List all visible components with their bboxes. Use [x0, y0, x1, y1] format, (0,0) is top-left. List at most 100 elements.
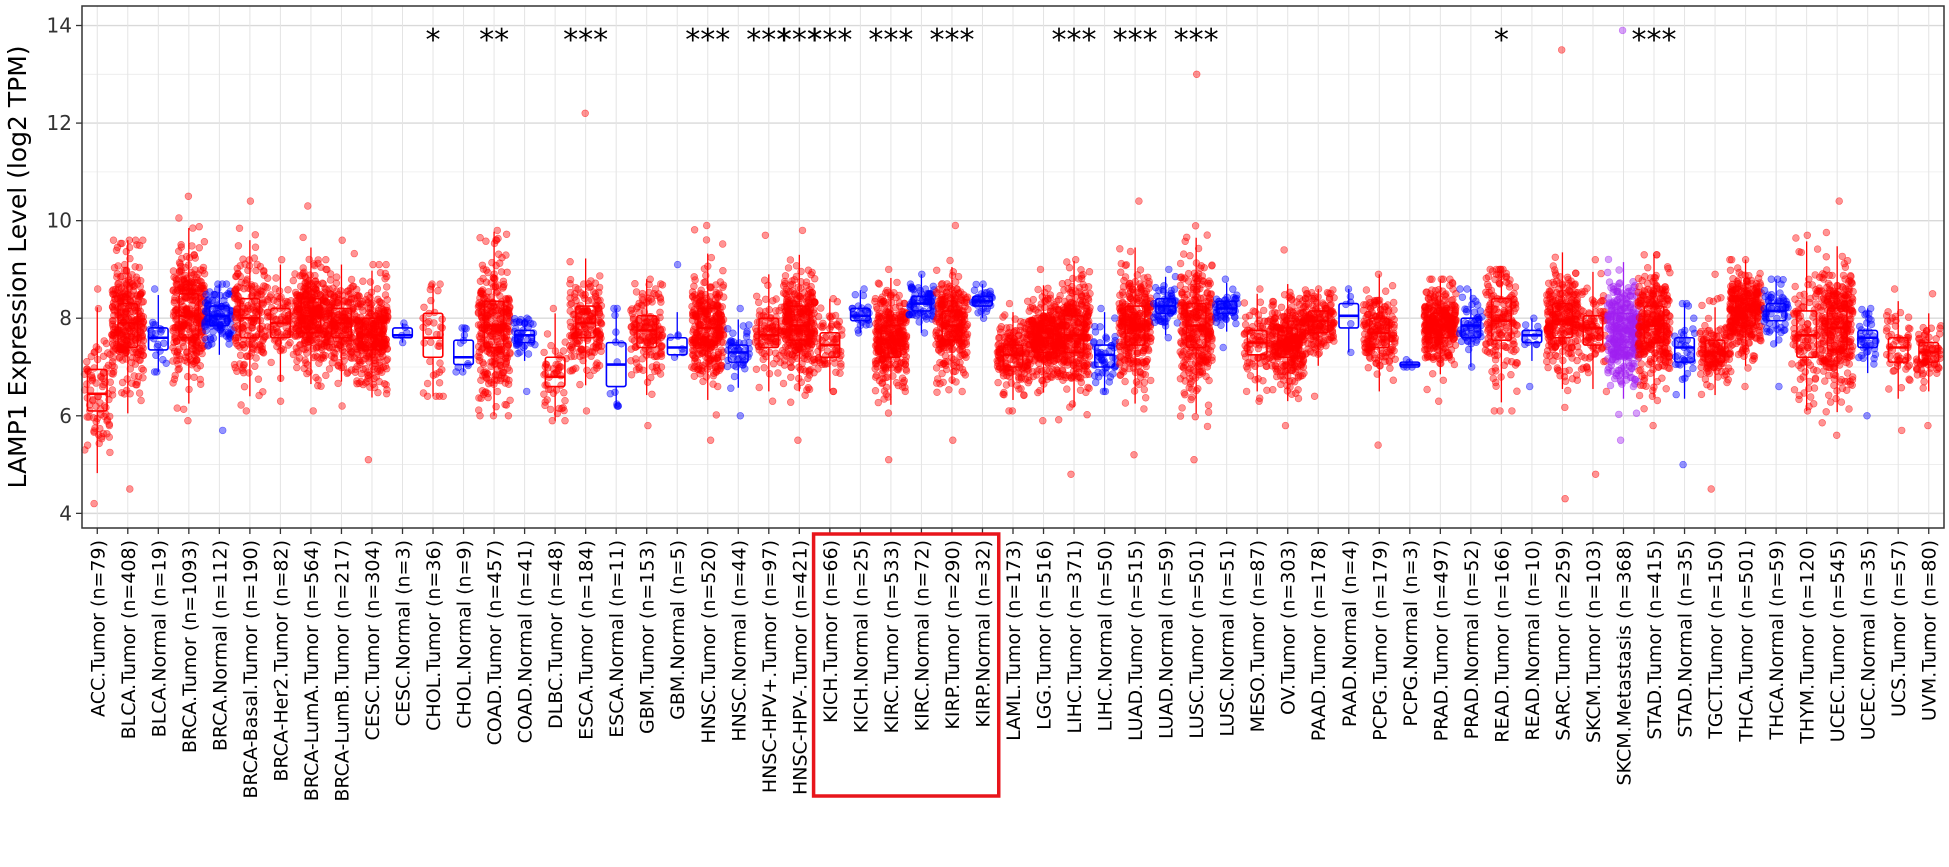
data-point [106, 378, 115, 386]
data-point [105, 421, 114, 430]
data-point [596, 272, 604, 280]
data-point [804, 328, 812, 336]
data-point [325, 344, 333, 352]
data-point [982, 307, 991, 316]
data-point [779, 379, 788, 388]
data-point [277, 345, 286, 353]
data-point [251, 362, 259, 370]
data-point [199, 263, 208, 272]
data-point [963, 330, 972, 338]
data-point [97, 372, 105, 380]
data-point [784, 287, 792, 295]
data-point [198, 281, 206, 290]
data-point [232, 289, 240, 298]
outlier-point [126, 485, 134, 493]
data-point [487, 331, 495, 339]
data-point [752, 292, 761, 300]
data-point [220, 323, 229, 331]
data-point [102, 410, 110, 418]
data-point [423, 392, 432, 400]
data-point [137, 396, 145, 405]
outlier-point [369, 260, 377, 269]
data-point [200, 238, 209, 246]
data-point [1000, 334, 1008, 342]
data-point [804, 384, 812, 392]
data-point [873, 363, 881, 371]
data-point [383, 273, 391, 281]
data-point [236, 272, 244, 280]
data-point [369, 380, 377, 388]
data-point [138, 365, 146, 373]
data-point [383, 386, 391, 394]
data-point [272, 274, 280, 282]
data-point [491, 282, 500, 290]
data-point [891, 330, 900, 338]
data-point [133, 280, 142, 288]
data-point [943, 284, 951, 292]
data-point [220, 296, 228, 305]
data-point [560, 389, 568, 397]
data-point [293, 348, 301, 356]
data-point [115, 353, 124, 361]
data-point [435, 379, 444, 387]
data-point [138, 289, 146, 297]
data-point [788, 280, 797, 289]
data-point [344, 287, 352, 295]
data-point [139, 374, 147, 382]
data-point [1041, 297, 1049, 306]
data-point [252, 266, 260, 275]
data-point [970, 286, 979, 294]
data-point [566, 258, 574, 266]
data-point [648, 390, 656, 398]
outlier-point [219, 426, 227, 435]
data-point [1014, 369, 1023, 377]
data-point [718, 240, 727, 248]
data-point [267, 358, 275, 367]
data-point [184, 372, 192, 381]
data-point [742, 333, 751, 341]
data-point [94, 304, 103, 313]
data-point [293, 363, 301, 372]
data-point [1014, 331, 1023, 339]
data-point [175, 214, 183, 222]
data-point [300, 301, 309, 309]
data-point [932, 364, 941, 372]
data-point [712, 411, 720, 419]
data-point [874, 315, 882, 324]
data-point [706, 333, 715, 341]
data-point [823, 347, 832, 355]
data-point [359, 298, 367, 306]
data-point [317, 382, 325, 390]
data-point [303, 369, 311, 378]
data-point [647, 373, 655, 382]
data-point [709, 380, 717, 388]
data-point [587, 277, 595, 285]
data-point [322, 256, 330, 264]
data-point [92, 402, 100, 410]
data-point [127, 314, 136, 322]
data-point [506, 396, 514, 404]
data-point [475, 394, 483, 402]
data-point [543, 330, 552, 338]
outlier-point [493, 226, 501, 235]
outlier-point [1008, 407, 1017, 415]
outlier-point [884, 456, 893, 464]
data-point [240, 383, 249, 391]
data-point [873, 340, 881, 348]
data-point [109, 346, 117, 354]
data-point [99, 429, 108, 438]
data-point [873, 305, 882, 313]
data-point [116, 239, 125, 248]
data-point [1005, 372, 1013, 381]
data-point [1013, 381, 1021, 390]
data-point [254, 375, 263, 383]
outlier-point [184, 417, 192, 425]
data-point [811, 298, 819, 306]
data-point [945, 386, 953, 394]
data-point [178, 285, 186, 294]
data-point [139, 298, 148, 306]
data-point [949, 268, 957, 276]
data-point [502, 354, 510, 363]
data-point [301, 356, 309, 364]
data-point [566, 346, 575, 354]
